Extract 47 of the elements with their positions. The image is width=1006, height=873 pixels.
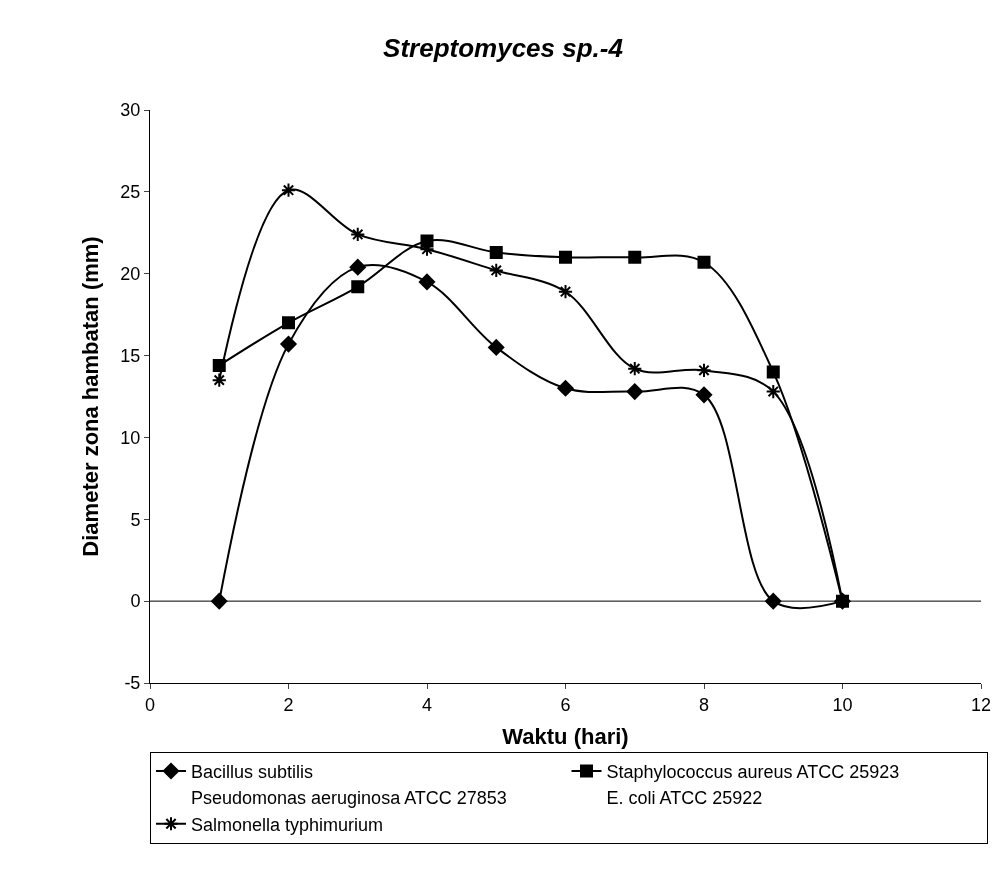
point bbox=[697, 255, 711, 269]
point bbox=[280, 182, 297, 198]
y-tick-label: 0 bbox=[130, 591, 141, 612]
point bbox=[765, 383, 781, 400]
point bbox=[488, 262, 504, 279]
x-tick-label: 2 bbox=[283, 694, 294, 715]
point bbox=[559, 250, 572, 264]
text: Pseudomonas aeruginosa ATCC 27853 bbox=[191, 788, 507, 809]
point bbox=[211, 592, 228, 610]
point bbox=[418, 273, 436, 291]
y-tick-label: 30 bbox=[120, 100, 141, 121]
x-tick-label: 6 bbox=[560, 694, 571, 715]
point bbox=[626, 383, 643, 400]
y-tick-label: 20 bbox=[120, 264, 141, 285]
point bbox=[695, 386, 713, 404]
legend-label: Salmonella typhimurium bbox=[191, 814, 384, 835]
point bbox=[557, 284, 574, 300]
x-tick-label: 0 bbox=[144, 694, 156, 715]
x-tick-label: 8 bbox=[698, 694, 710, 715]
point bbox=[628, 250, 642, 264]
y-tick-label: 5 bbox=[130, 509, 141, 530]
point bbox=[766, 365, 780, 379]
point bbox=[349, 259, 366, 276]
y-tick-label: 10 bbox=[120, 427, 141, 448]
point bbox=[282, 316, 295, 330]
point bbox=[280, 335, 297, 353]
y-tick-label: -5 bbox=[124, 673, 141, 694]
y-tick-label: 15 bbox=[120, 345, 141, 366]
point bbox=[489, 245, 503, 259]
x-axis-title: Waktu (hari) bbox=[502, 724, 629, 750]
y-axis-title: Diameter zona hambatan (mm) bbox=[78, 236, 104, 557]
x-tick-label: 4 bbox=[421, 694, 433, 715]
point bbox=[350, 226, 366, 243]
point bbox=[211, 372, 227, 388]
legend-label: Bacillus subtilis bbox=[191, 761, 314, 782]
point bbox=[557, 380, 574, 397]
point bbox=[351, 280, 365, 294]
text: E. coli ATCC 25922 bbox=[606, 788, 763, 809]
legend-label: Staphylococcus aureus ATCC 25923 bbox=[606, 761, 900, 782]
point bbox=[488, 339, 505, 356]
x-tick-label: 10 bbox=[832, 694, 853, 715]
y-tick-label: 25 bbox=[120, 182, 141, 203]
point bbox=[627, 361, 643, 377]
chart-title: Streptomyces sp.-4 bbox=[383, 33, 624, 64]
x-tick-label: 12 bbox=[970, 694, 992, 715]
point bbox=[765, 592, 782, 610]
point bbox=[696, 362, 712, 378]
